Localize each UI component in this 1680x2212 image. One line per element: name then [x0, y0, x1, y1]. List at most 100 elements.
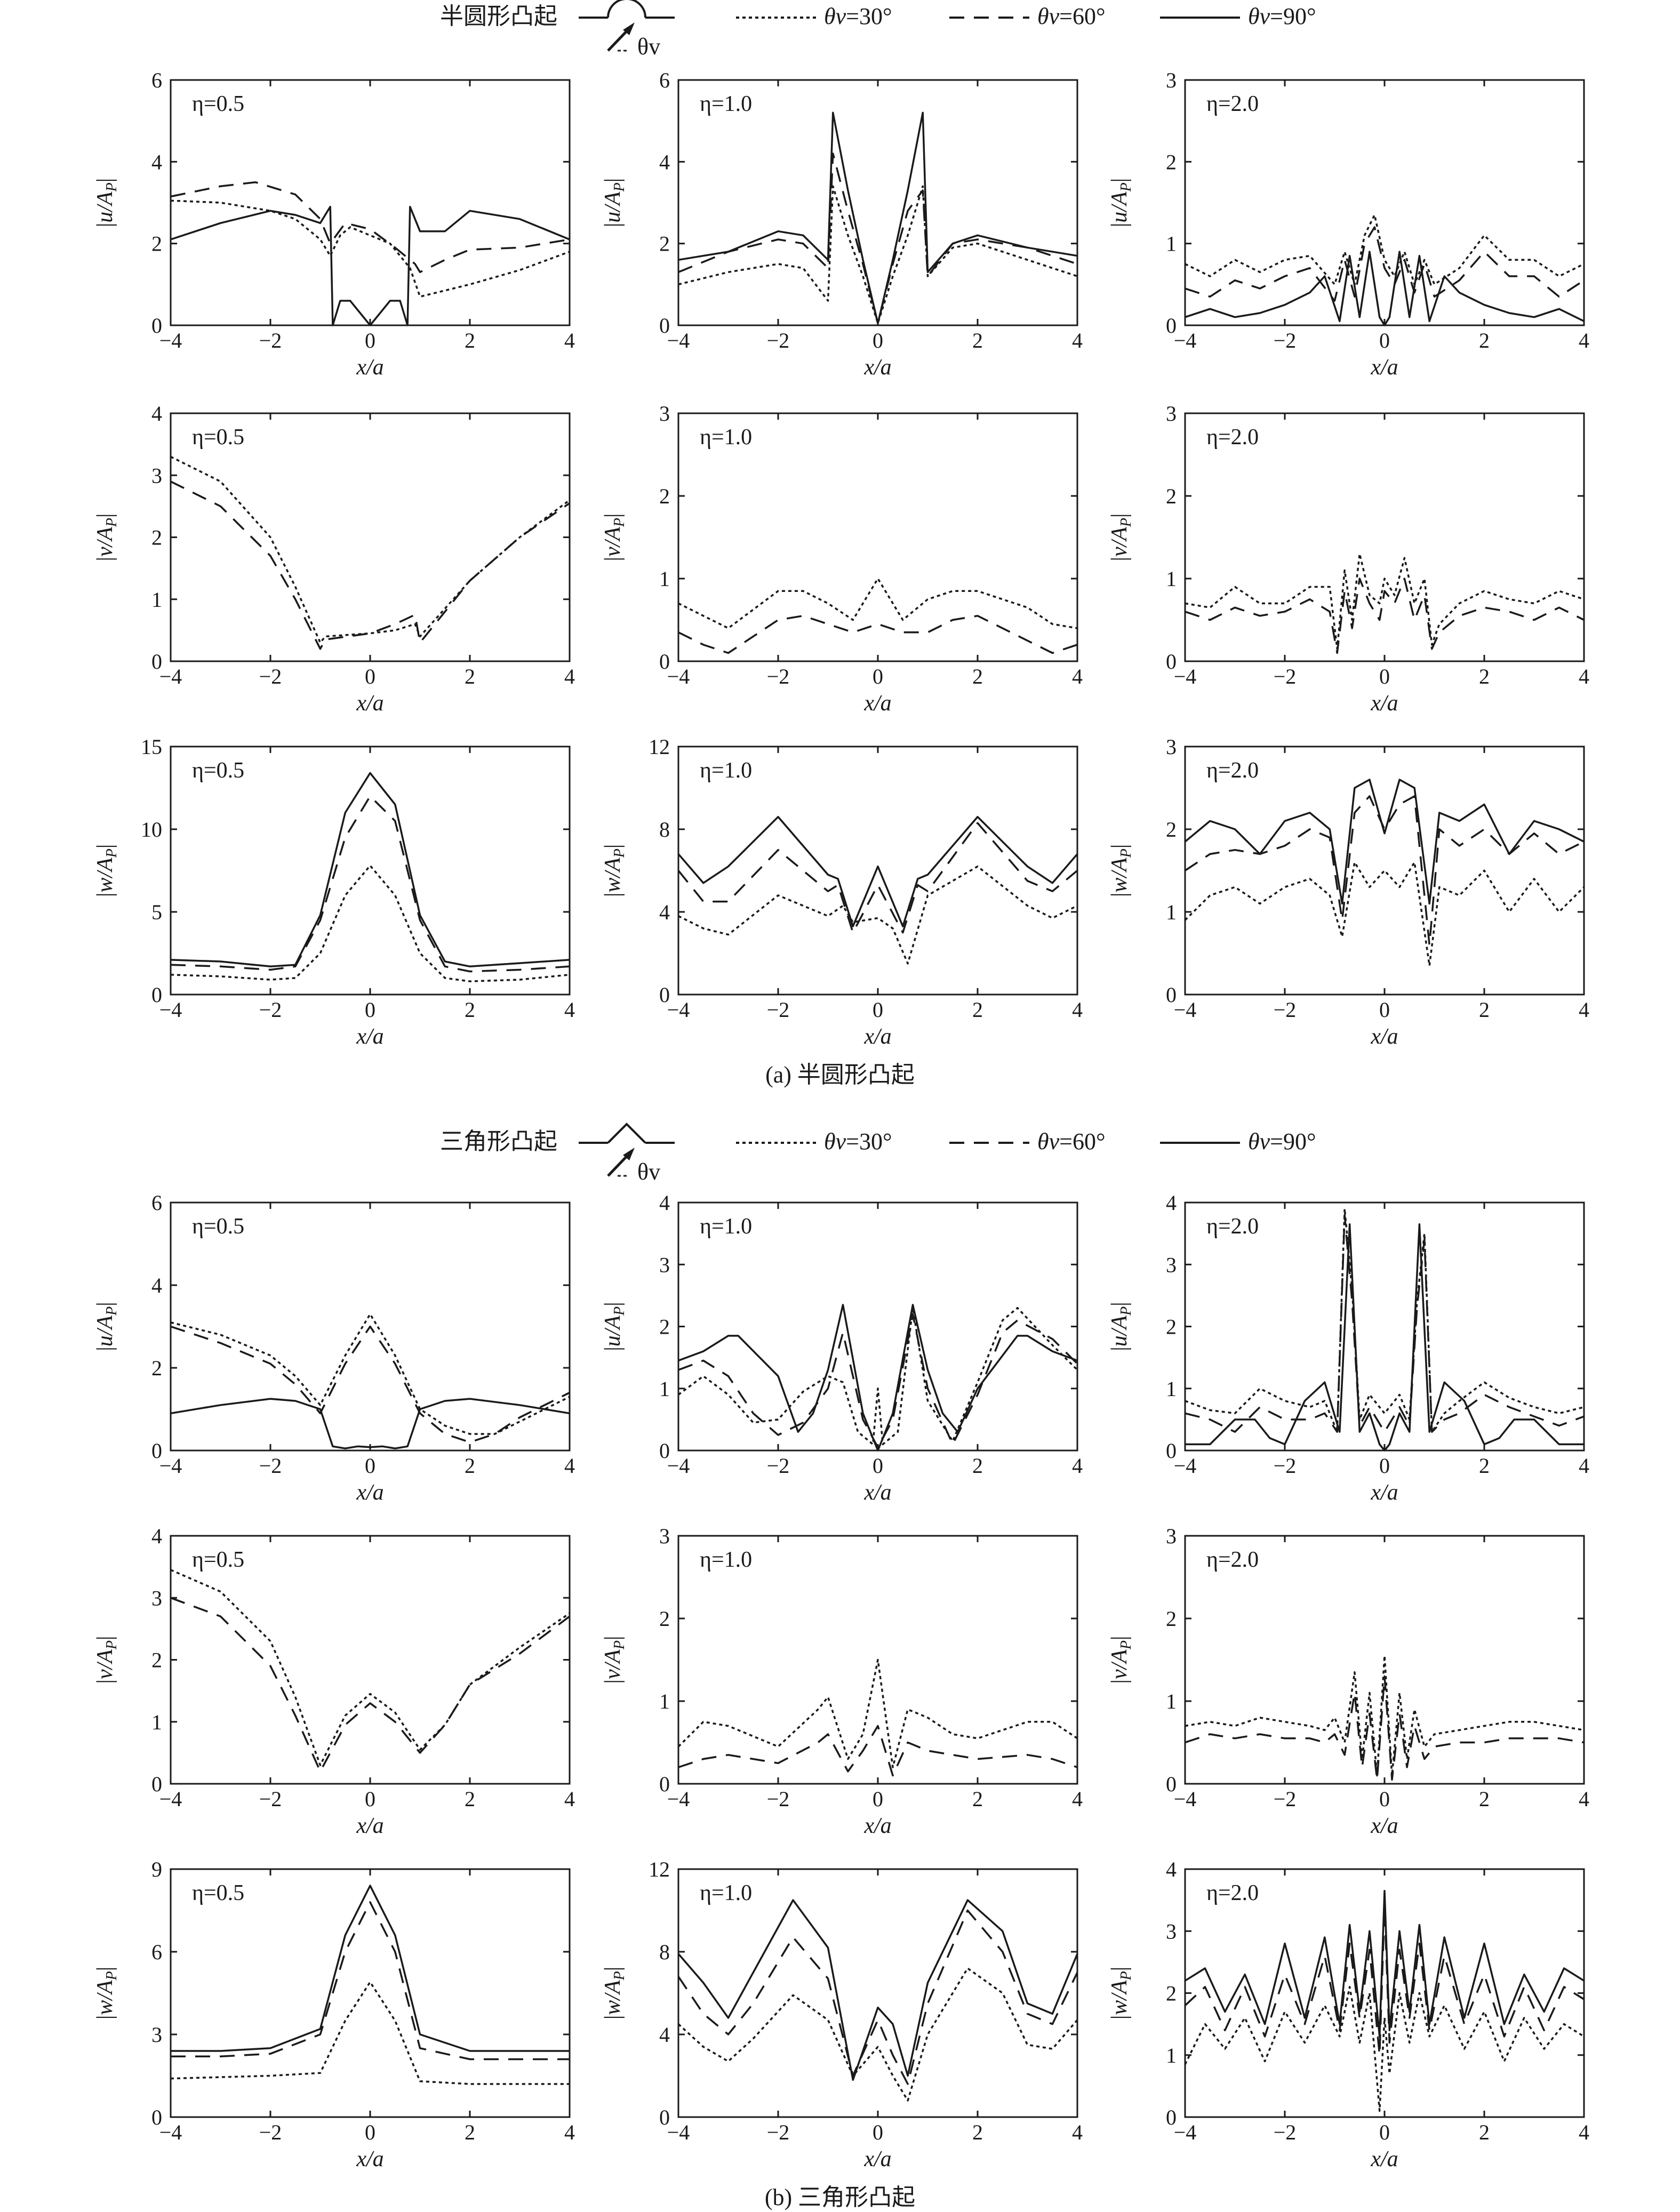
chart-a-7-xtick-label-2: 0: [365, 998, 375, 1022]
chart-b-13-xtick-label-1: −2: [259, 1787, 282, 1811]
legend-entry-30-b: θv=30°: [736, 1128, 892, 1155]
chart-b-14-xtick-label-1: −2: [767, 1787, 790, 1811]
chart-b-14-xtick-label-4: 4: [1072, 1787, 1083, 1811]
chart-a-7-xtick-label-1: −2: [259, 998, 282, 1022]
chart-a-2-panel: −4 −2 0 2 4 0 2 4 6 x/a |u/AP| η=1.0: [601, 68, 1083, 380]
chart-a-5-ylabel: |v/AP|: [601, 514, 628, 562]
chart-b-16-ytick-label-2: 6: [151, 1940, 162, 1964]
chart-b-13-ytick-label-1: 1: [151, 1710, 162, 1734]
chart-b-15-xtick-label-4: 4: [1579, 1787, 1589, 1811]
chart-b-17-ylabel: |w/AP|: [601, 1967, 628, 2019]
chart-b-10-xtick-label-3: 2: [465, 1454, 475, 1478]
chart-a-2-xlabel: x/a: [863, 355, 891, 380]
chart-b-12-plot-frame: [1184, 1201, 1585, 1452]
chart-a-6-panel: −4 −2 0 2 4 0 1 2 3 x/a |v/AP| η=2.0: [1107, 402, 1589, 716]
chart-b-18-ytick-label-2: 2: [1166, 1982, 1177, 2006]
chart-a-6-plot-frame: [1184, 412, 1585, 662]
chart-a-8-series-theta-60: [677, 822, 1078, 934]
chart-b-10-xtick-label-0: −4: [159, 1454, 182, 1478]
chart-b-15-ytick-label-3: 3: [1166, 1524, 1177, 1548]
chart-a-7-plot-frame: [170, 746, 571, 996]
chart-b-12-ytick-label-2: 2: [1166, 1315, 1177, 1339]
chart-a-4-xtick-label-3: 2: [465, 664, 475, 688]
chart-b-18-xtick-label-0: −4: [1174, 2120, 1197, 2144]
chart-a-7-panel-label: η=0.5: [192, 758, 244, 783]
chart-b-18-ytick-label-0: 0: [1166, 2105, 1177, 2129]
chart-b-13-xlabel: x/a: [356, 1814, 383, 1838]
chart-a-3-xtick-label-2: 0: [1379, 328, 1390, 352]
chart-b-17-xlabel: x/a: [863, 2147, 891, 2171]
chart-a-1-ylabel: |u/AP|: [93, 178, 120, 227]
chart-b-11-series-theta-90: [678, 1304, 1078, 1452]
chart-b-14-ylabel: |v/AP|: [601, 1636, 628, 1684]
chart-b-15-ytick-label-0: 0: [1166, 1772, 1177, 1796]
legend-icon-theta-label: θv: [637, 34, 660, 60]
chart-a-4-ytick-label-0: 0: [151, 650, 162, 674]
chart-a-8-series-theta-90: [677, 816, 1078, 927]
chart-b-13-ytick-label-4: 4: [151, 1524, 162, 1548]
chart-a-2-xtick-label-0: −4: [667, 328, 690, 352]
chart-b-16-series-theta-60: [171, 1901, 570, 2061]
chart-a-6-ytick-label-3: 3: [1166, 402, 1177, 426]
chart-a-1-xtick-label-2: 0: [365, 328, 375, 352]
chart-b-15-panel-label: η=2.0: [1206, 1548, 1259, 1572]
chart-b-13-series-theta-60: [170, 1597, 571, 1773]
chart-b-10-xtick-label-2: 0: [365, 1454, 375, 1478]
chart-a-5-panel-label: η=1.0: [700, 425, 752, 450]
chart-a-8-panel-label: η=1.0: [700, 758, 752, 783]
chart-b-15-ytick-label-2: 2: [1166, 1607, 1177, 1631]
chart-b-16-panel: −4 −2 0 2 4 0 3 6 9 x/a |w/AP| η=0.5: [93, 1857, 575, 2171]
chart-b-14-xtick-label-0: −4: [667, 1787, 690, 1811]
chart-b-18-panel: −4 −2 0 2 4 0 1 2 3 4 x/a |w/AP| η=2.0: [1107, 1857, 1589, 2171]
chart-a-9-plot-frame: [1184, 746, 1585, 996]
chart-a-4-xtick-label-4: 4: [564, 664, 575, 688]
chart-b-12-xtick-label-2: 0: [1379, 1454, 1390, 1478]
svg-text:θv=90°: θv=90°: [1248, 1128, 1316, 1155]
chart-b-16-plot-frame: [170, 1868, 571, 2118]
chart-b-17-series-theta-90: [677, 1899, 1078, 2081]
chart-a-6-series-theta-60: [1185, 578, 1585, 654]
chart-a-3-ytick-label-1: 1: [1166, 232, 1177, 256]
chart-b-18-ytick-label-3: 3: [1166, 1919, 1177, 1943]
legend-value-90: =90°: [1270, 3, 1316, 29]
chart-a-4-ylabel: |v/AP|: [93, 514, 120, 562]
legend-section-a: 半圆形凸起 θv θv=30° θv=60° θv=90°: [440, 0, 1316, 60]
chart-b-18-xtick-label-2: 0: [1379, 2120, 1390, 2144]
chart-a-6-xtick-label-2: 0: [1379, 664, 1390, 688]
chart-b-13-xtick-label-4: 4: [564, 1787, 575, 1811]
chart-a-6-ytick-label-2: 2: [1166, 484, 1177, 508]
chart-a-7-ytick-label-3: 15: [141, 735, 162, 759]
chart-a-3-series-theta-90: [1185, 251, 1585, 326]
chart-b-11-ytick-label-0: 0: [659, 1439, 670, 1463]
chart-a-9-panel-label: η=2.0: [1206, 758, 1259, 783]
chart-a-9-series-theta-90: [1184, 779, 1585, 905]
chart-a-2-xtick-label-4: 4: [1072, 328, 1083, 352]
chart-a-8-ytick-label-1: 4: [659, 900, 670, 924]
chart-b-13-xtick-label-3: 2: [465, 1787, 475, 1811]
chart-b-17-ytick-label-0: 0: [659, 2105, 670, 2129]
chart-b-14-ytick-label-2: 2: [659, 1607, 670, 1631]
chart-b-12-xtick-label-1: −2: [1274, 1454, 1297, 1478]
chart-a-5-series-theta-60: [678, 615, 1078, 654]
chart-a-6-xtick-label-4: 4: [1579, 664, 1589, 688]
chart-a-5-xlabel: x/a: [863, 691, 891, 716]
chart-b-10-ytick-label-3: 6: [151, 1191, 162, 1215]
chart-a-2-ytick-label-2: 4: [659, 150, 670, 174]
chart-a-7-ylabel: |w/AP|: [93, 844, 120, 897]
chart-b-17-plot-frame: [677, 1868, 1078, 2118]
chart-a-3-panel-label: η=2.0: [1206, 92, 1259, 116]
chart-b-10-series-theta-90: [170, 1398, 570, 1449]
chart-a-2-ytick-label-1: 2: [659, 232, 670, 256]
chart-a-3-ytick-label-0: 0: [1166, 314, 1177, 338]
chart-a-7-ytick-label-2: 10: [141, 818, 162, 841]
chart-a-7-panel: −4 −2 0 2 4 0 5 10 15 x/a |w/AP| η=0.5: [93, 735, 575, 1049]
chart-b-11-xtick-label-1: −2: [767, 1454, 790, 1478]
chart-b-10-ytick-label-2: 4: [151, 1273, 162, 1297]
chart-b-14-panel: −4 −2 0 2 4 0 1 2 3 x/a |v/AP| η=1.0: [601, 1524, 1083, 1838]
legend-symbol-30-b: θv: [824, 1128, 846, 1155]
chart-a-3-ytick-label-3: 3: [1166, 68, 1177, 92]
chart-a-6-xlabel: x/a: [1370, 691, 1398, 716]
chart-a-8-xtick-label-4: 4: [1072, 998, 1083, 1022]
chart-b-12-ytick-label-4: 4: [1166, 1191, 1177, 1215]
chart-b-12-ytick-label-3: 3: [1166, 1253, 1177, 1277]
